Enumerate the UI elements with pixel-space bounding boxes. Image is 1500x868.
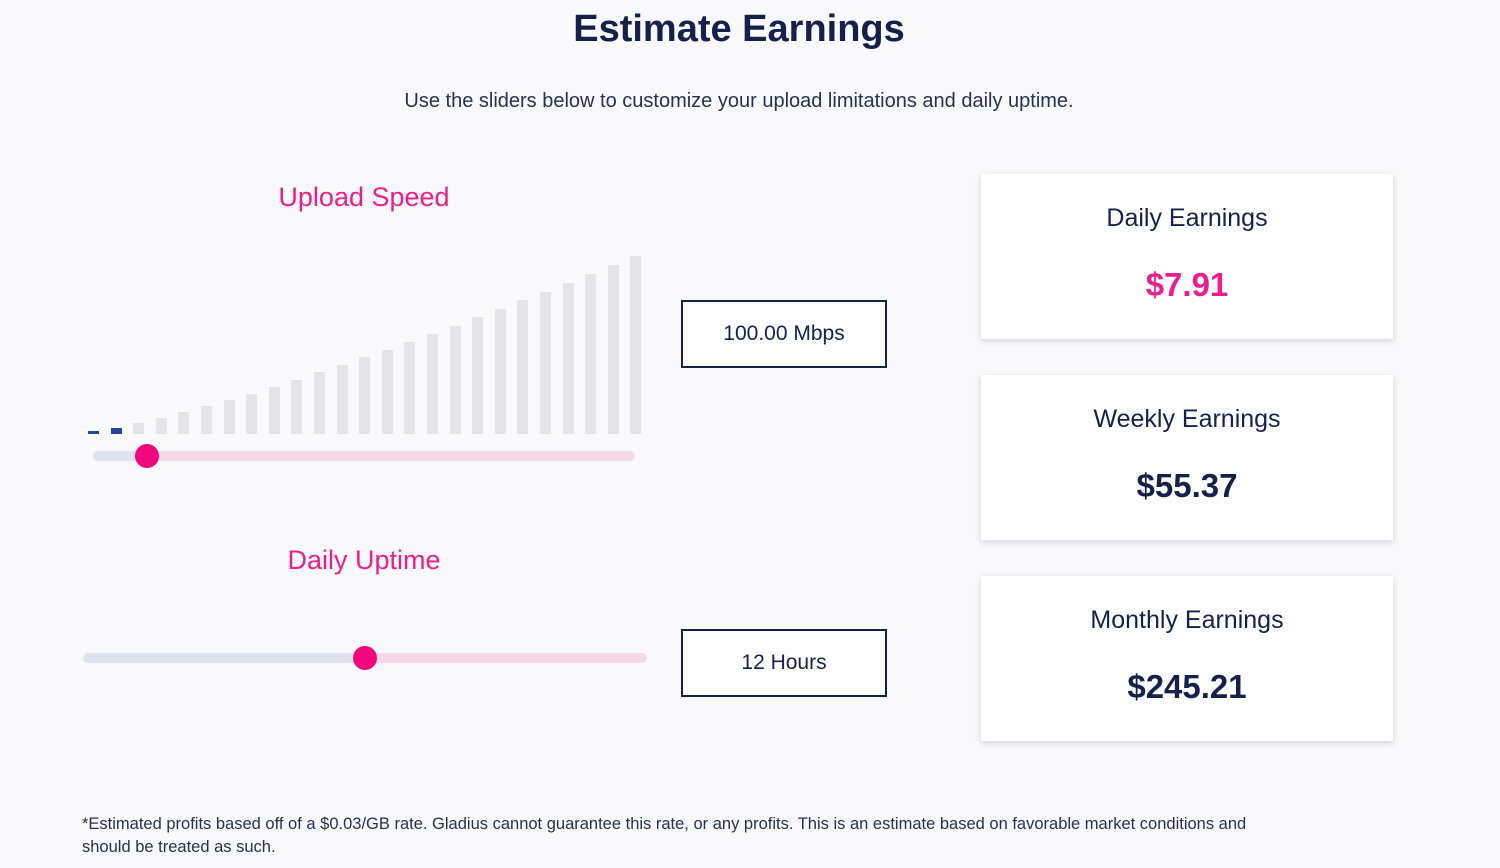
- upload-speed-slider[interactable]: [93, 444, 635, 468]
- upload-speed-slider-fill: [93, 451, 148, 461]
- upload-speed-bar: [268, 386, 280, 434]
- daily-uptime-value-box: 12 Hours: [681, 629, 887, 697]
- upload-speed-bar: [540, 291, 551, 434]
- upload-speed-bar: [110, 427, 122, 434]
- daily-earnings-label: Daily Earnings: [1106, 204, 1268, 232]
- upload-speed-bar: [155, 418, 167, 434]
- weekly-earnings-label: Weekly Earnings: [1093, 405, 1281, 433]
- upload-speed-bar: [494, 308, 506, 434]
- upload-speed-bar: [359, 357, 371, 434]
- upload-speed-bar: [381, 349, 393, 434]
- upload-speed-bar: [88, 431, 99, 434]
- upload-speed-bar: [314, 372, 325, 434]
- upload-speed-bar: [133, 423, 145, 434]
- upload-speed-value-box: 100.00 Mbps: [681, 300, 887, 368]
- upload-speed-bar: [630, 256, 642, 434]
- upload-speed-bar: [246, 393, 258, 434]
- upload-speed-bar: [449, 325, 461, 434]
- upload-speed-bar: [178, 412, 190, 434]
- daily-earnings-card: Daily Earnings $7.91: [981, 174, 1393, 339]
- upload-speed-slider-thumb[interactable]: [135, 444, 160, 468]
- disclaimer-line-2: should be treated as such.: [82, 838, 276, 856]
- upload-speed-bar: [562, 282, 574, 434]
- upload-speed-bar: [585, 274, 597, 434]
- daily-uptime-slider[interactable]: [83, 646, 647, 670]
- upload-speed-bar: [291, 379, 303, 434]
- disclaimer-line-1: *Estimated profits based off of a $0.03/…: [82, 815, 1247, 833]
- daily-uptime-slider-fill: [83, 653, 365, 663]
- daily-earnings-value: $7.91: [1145, 266, 1229, 303]
- upload-speed-bar: [223, 400, 235, 434]
- upload-speed-bar: [201, 406, 212, 434]
- upload-speed-bar: [404, 341, 416, 434]
- upload-speed-bar-graph: [88, 250, 648, 434]
- upload-speed-bar: [517, 300, 529, 434]
- daily-uptime-label: Daily Uptime: [287, 545, 441, 575]
- monthly-earnings-card: Monthly Earnings $245.21: [981, 576, 1393, 741]
- monthly-earnings-value: $245.21: [1127, 668, 1247, 705]
- upload-speed-bar: [427, 333, 438, 434]
- daily-uptime-value: 12 Hours: [741, 651, 827, 674]
- upload-speed-bar: [472, 317, 484, 434]
- upload-speed-bar: [336, 365, 348, 434]
- daily-uptime-slider-thumb[interactable]: [353, 646, 377, 670]
- page-subtitle: Use the sliders below to customize your …: [404, 90, 1074, 112]
- upload-speed-bar: [607, 265, 619, 434]
- upload-speed-label: Upload Speed: [278, 182, 450, 212]
- disclaimer-text: *Estimated profits based off of a $0.03/…: [82, 813, 1382, 859]
- page-title: Estimate Earnings: [573, 8, 905, 50]
- monthly-earnings-label: Monthly Earnings: [1090, 606, 1284, 634]
- weekly-earnings-value: $55.37: [1136, 467, 1238, 504]
- weekly-earnings-card: Weekly Earnings $55.37: [981, 375, 1393, 540]
- upload-speed-value: 100.00 Mbps: [723, 322, 845, 345]
